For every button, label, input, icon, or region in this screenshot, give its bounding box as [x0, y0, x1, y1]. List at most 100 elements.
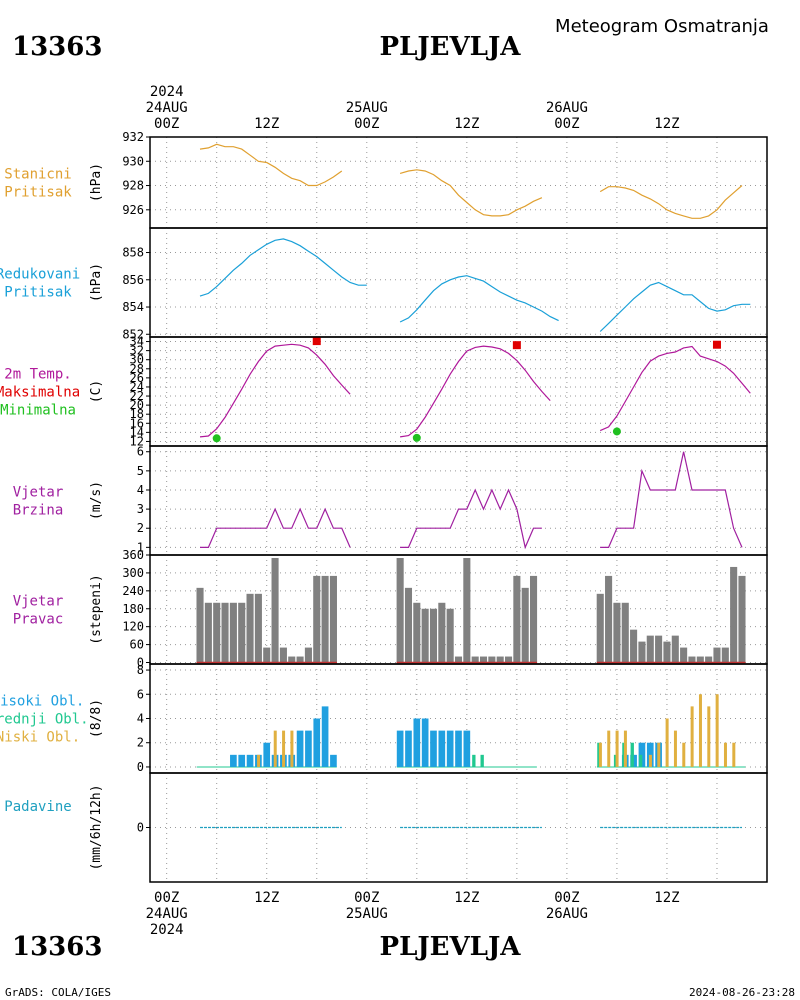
cloud-bar-low — [607, 730, 611, 767]
station_pressure-line — [399, 169, 543, 217]
y-tick-label: 16 — [130, 416, 144, 430]
wind-direction-bar — [705, 656, 713, 663]
y-axis-unit: (m/s) — [89, 481, 104, 520]
wind-direction-bar — [613, 602, 621, 663]
cloud-bar-low — [723, 742, 727, 767]
panel-label: Pritisak — [4, 285, 72, 301]
y-tick-label: 0 — [137, 821, 144, 835]
wind-direction-bar — [680, 647, 688, 663]
wind-direction-bar — [471, 656, 479, 663]
panel-label: Srednji Obl. — [0, 712, 89, 728]
y-tick-label: 852 — [122, 327, 144, 341]
panel-label: Minimalna — [0, 403, 76, 419]
y-tick-label: 854 — [122, 300, 144, 314]
panel-precipitation: 0 (mm/6h/12h) Padavine — [4, 772, 768, 883]
cloud-bar-mid — [480, 754, 484, 767]
wind-direction-bar — [463, 557, 471, 663]
time-label-bottom: 12Z — [454, 890, 479, 906]
time-label-top: 24AUG — [146, 100, 188, 116]
y-tick-label: 932 — [122, 130, 144, 144]
panel-label: Redukovani — [0, 267, 80, 283]
wind-direction-bar — [213, 602, 221, 663]
cloud-bar-low — [290, 730, 294, 767]
tmin-marker — [612, 427, 621, 436]
y-tick-label: 2 — [137, 521, 144, 535]
cloud-bar-high — [238, 754, 246, 767]
cloud-bar-low — [282, 730, 286, 767]
wind-direction-bar — [279, 647, 287, 663]
wind_speed-line — [200, 507, 351, 549]
cloud-bar-high — [246, 754, 254, 767]
panel-label: 2m Temp. — [4, 367, 71, 383]
cloud-bar-low — [273, 730, 277, 767]
wind-direction-bar — [221, 602, 229, 663]
wind-direction-bar — [454, 656, 463, 663]
reduced_pressure-line — [199, 238, 367, 297]
cloud-bar-high — [405, 730, 412, 767]
wind-direction-bar — [513, 575, 521, 663]
y-tick-label: 1 — [137, 540, 144, 554]
wind-direction-bar — [646, 635, 654, 663]
y-axis-unit: (C) — [89, 380, 104, 403]
wind-direction-bar — [713, 647, 721, 663]
cloud-bar-high — [430, 730, 437, 767]
wind-direction-bar — [630, 629, 638, 663]
cloud-bar-low — [732, 742, 736, 767]
generation-timestamp: 2024-08-26-23:28 — [689, 986, 795, 999]
y-axis-unit: (stepeni) — [89, 574, 104, 644]
y-tick-label: 180 — [122, 602, 144, 616]
time-label-top: 00Z — [554, 116, 579, 132]
wind-direction-bar — [304, 647, 312, 663]
wind-direction-bar — [638, 641, 646, 663]
meteogram-panels: 926928930932(hPa)StanicniPritisak8528548… — [0, 130, 768, 883]
panel-wind_direction: 0 60 120 180 240 300 360 (stepeni) Vjetar Pravac — [13, 548, 768, 670]
time-label-top: 00Z — [354, 116, 379, 132]
station-name-top: PLJEVLJA — [380, 32, 522, 62]
wind_speed-line — [400, 488, 542, 550]
cloud-bar-low — [665, 718, 669, 767]
tmax-marker — [512, 341, 521, 350]
time-label-bottom: 25AUG — [346, 906, 388, 922]
y-tick-label: 6 — [137, 445, 144, 459]
wind-direction-bar — [296, 656, 304, 663]
y-tick-label: 4 — [137, 712, 144, 726]
wind-direction-bar — [196, 587, 204, 663]
cloud-bar-high — [413, 718, 421, 767]
reduced_pressure-line — [599, 281, 751, 332]
time-label-top: 2024 — [150, 84, 184, 100]
wind-direction-bar — [605, 575, 613, 663]
y-tick-label: 32 — [130, 344, 144, 358]
cloud-bar-low — [682, 742, 686, 767]
wind-direction-bar — [421, 608, 429, 663]
wind-direction-bar — [529, 575, 538, 663]
meteogram-subtitle: Meteogram Osmatranja — [555, 16, 769, 37]
wind-direction-bar — [263, 647, 271, 663]
time-label-top: 12Z — [254, 116, 279, 132]
cloud-bar-low — [673, 730, 677, 767]
wind-direction-bar — [671, 635, 679, 663]
time-label-top: 25AUG — [346, 100, 388, 116]
y-tick-label: 14 — [130, 425, 144, 439]
cloud-bar-mid — [472, 754, 476, 767]
y-tick-label: 856 — [122, 273, 144, 287]
y-tick-label: 0 — [137, 656, 144, 670]
cloud-bar-high — [455, 730, 462, 767]
cloud-bar-low — [715, 694, 719, 767]
panel-label: Pritisak — [4, 185, 72, 201]
cloud-bar-high — [396, 730, 404, 767]
reduced_pressure-line — [399, 275, 559, 323]
time-label-top: 00Z — [154, 116, 179, 132]
cloud-bar-low — [648, 754, 652, 767]
cloud-bar-low — [698, 694, 702, 767]
y-tick-label: 930 — [122, 154, 144, 168]
wind-direction-bar — [621, 602, 629, 663]
wind-direction-bar — [504, 656, 513, 663]
tmin-marker — [212, 434, 221, 443]
temperature-line — [599, 345, 751, 432]
tmax-marker — [712, 340, 721, 349]
tmax-marker — [312, 337, 321, 346]
wind-direction-bar — [254, 593, 262, 663]
wind-direction-bar — [271, 557, 279, 663]
cloud-bar-low — [657, 742, 661, 767]
